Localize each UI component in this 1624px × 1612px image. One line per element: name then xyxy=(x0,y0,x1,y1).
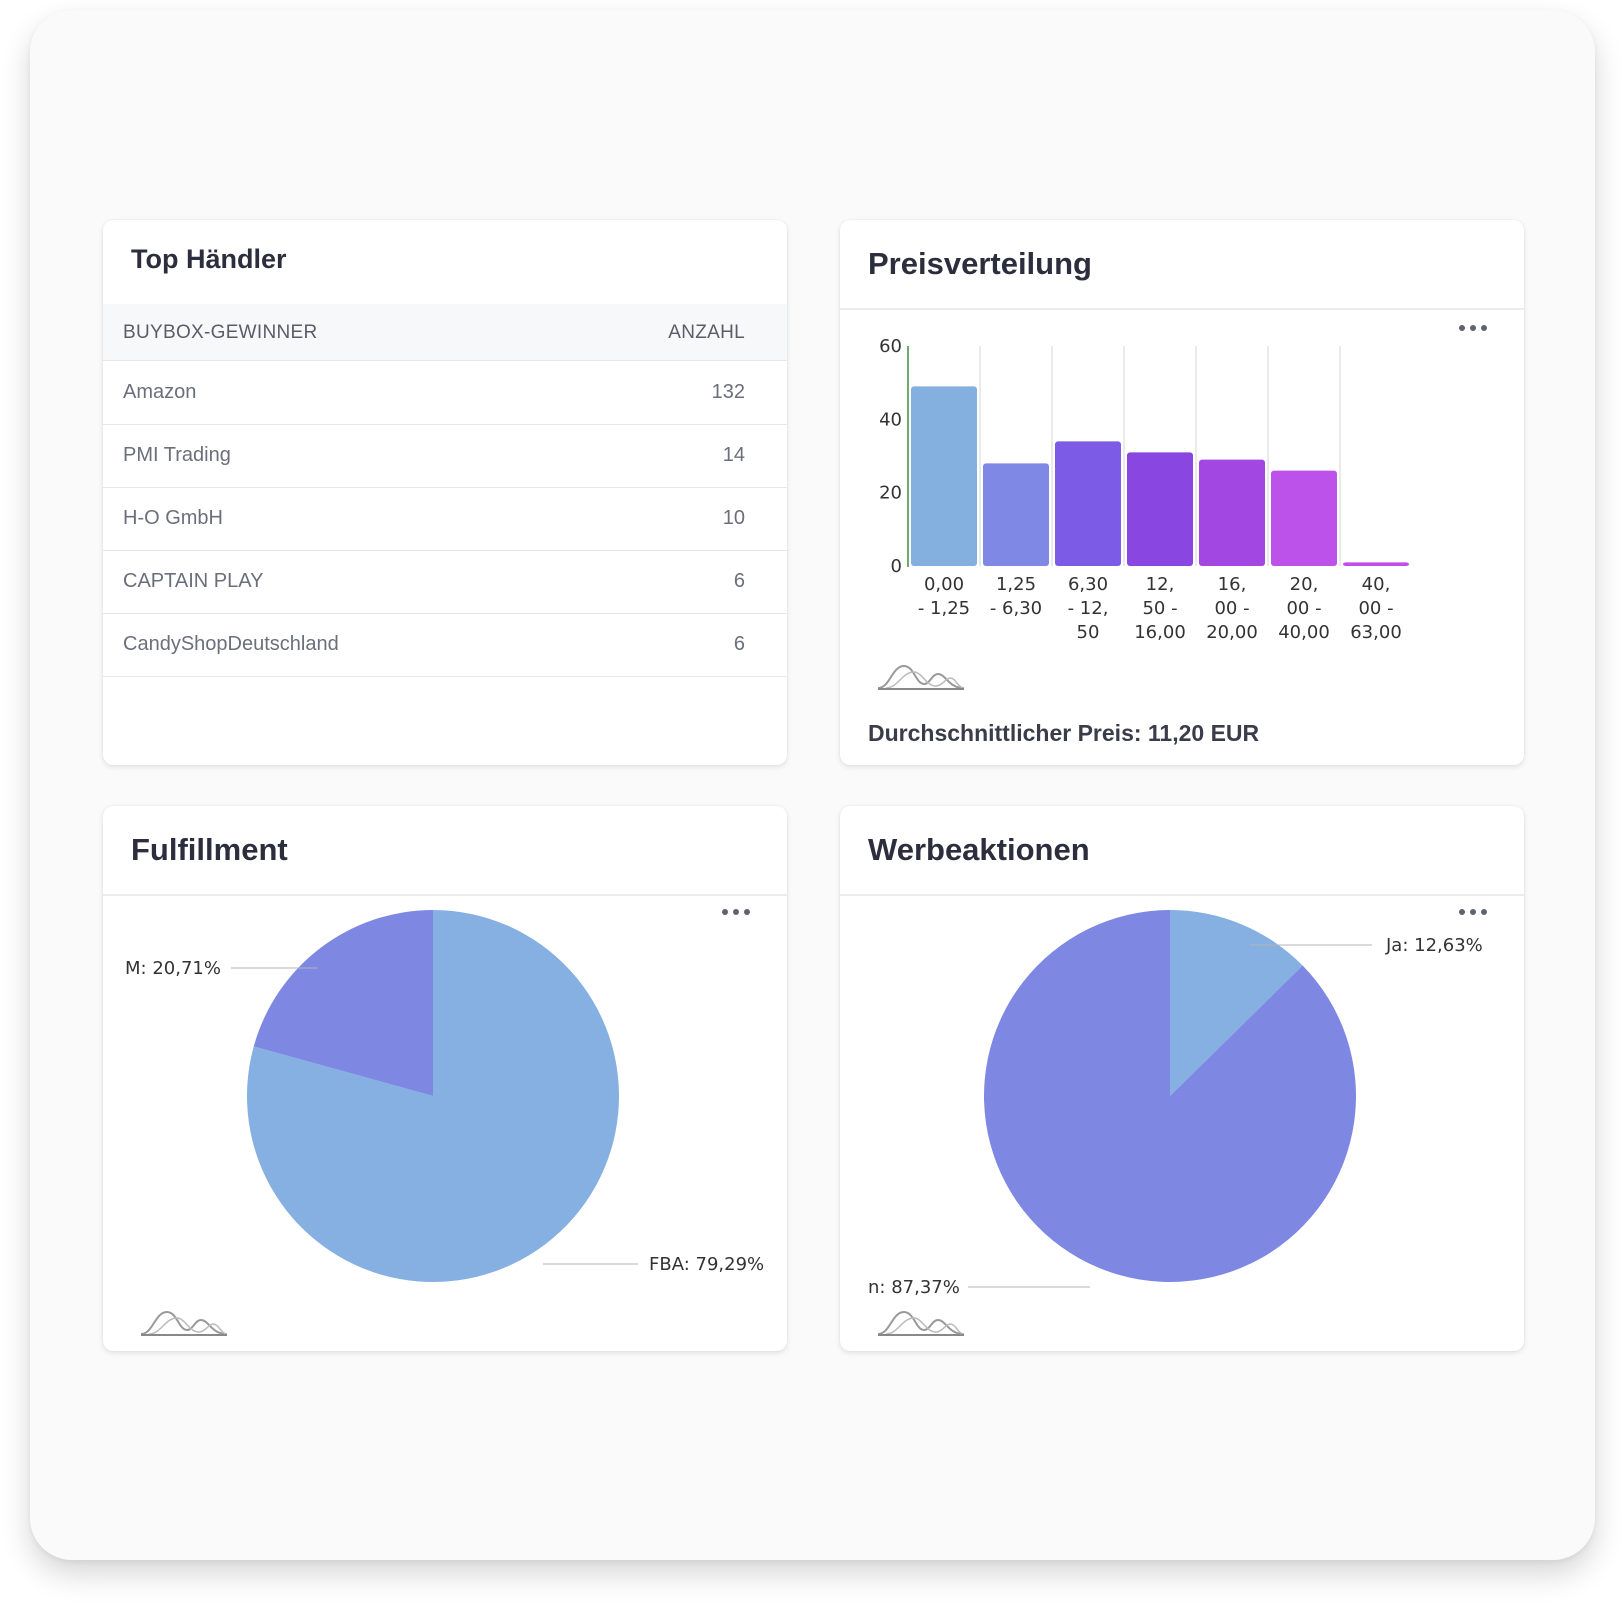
x-tick-label: 0,00 xyxy=(924,574,964,595)
x-tick-label: 40, xyxy=(1362,574,1391,595)
x-tick-label: 00 - xyxy=(1286,598,1321,619)
card-title: Fulfillment xyxy=(131,832,288,867)
average-price-text: Durchschnittlicher Preis: 11,20 EUR xyxy=(868,720,1260,746)
x-tick-label: 00 - xyxy=(1214,598,1249,619)
y-tick-label: 0 xyxy=(891,556,902,577)
merchant-name: Amazon xyxy=(123,381,197,403)
x-tick-label: 50 - xyxy=(1142,598,1177,619)
merchant-name: CandyShopDeutschland xyxy=(123,633,339,655)
merchant-name: CAPTAIN PLAY xyxy=(123,570,264,592)
slice-label: M: 20,71% xyxy=(125,958,221,979)
bar[interactable] xyxy=(1343,562,1409,566)
card-divider xyxy=(840,894,1524,896)
table-header: BUYBOX-GEWINNER ANZAHL xyxy=(103,304,787,361)
x-tick-label: 63,00 xyxy=(1350,622,1402,643)
merchant-count: 6 xyxy=(733,633,745,655)
x-tick-label: 16,00 xyxy=(1134,622,1186,643)
price-histogram-chart: 0 20 40 60 0,00 - 1,25 1,25 - 6,30 6,30 - 12, 50 12… xyxy=(879,336,1409,643)
chart-logo-icon xyxy=(140,1310,228,1336)
bar[interactable] xyxy=(1055,441,1121,566)
column-header-winner[interactable]: BUYBOX-GEWINNER xyxy=(123,322,318,343)
promotions-pie-chart: Ja: 12,63% n: 87,37% xyxy=(868,910,1483,1298)
table-row[interactable]: Amazon 132 xyxy=(103,361,787,425)
slice-label: Ja: 12,63% xyxy=(1385,935,1483,956)
y-tick-label: 20 xyxy=(879,483,902,504)
slice-label: FBA: 79,29% xyxy=(649,1254,764,1275)
fulfillment-card: Fulfillment FBA: 79,29% M: 20,71% xyxy=(103,806,787,1351)
x-tick-label: 12, xyxy=(1146,574,1175,595)
table-row[interactable]: PMI Trading 14 xyxy=(103,424,787,488)
card-title: Top Händler xyxy=(131,244,287,274)
bar[interactable] xyxy=(1199,459,1265,566)
x-tick-label: 6,30 xyxy=(1068,574,1108,595)
x-tick-label: - 12, xyxy=(1068,598,1109,619)
x-tick-label: - 6,30 xyxy=(990,598,1042,619)
merchant-count: 10 xyxy=(722,507,745,529)
pie-slice[interactable] xyxy=(983,910,1356,1282)
fulfillment-pie-chart: FBA: 79,29% M: 20,71% xyxy=(125,910,764,1282)
bar[interactable] xyxy=(983,463,1049,566)
x-tick-label: - 1,25 xyxy=(918,598,970,619)
more-options-icon[interactable] xyxy=(722,902,756,922)
column-header-count[interactable]: ANZAHL xyxy=(668,322,745,343)
x-tick-label: 00 - xyxy=(1358,598,1393,619)
more-options-icon[interactable] xyxy=(1459,318,1493,338)
x-tick-label: 1,25 xyxy=(996,574,1036,595)
merchant-name: PMI Trading xyxy=(123,444,231,466)
bar[interactable] xyxy=(1127,452,1193,566)
y-tick-label: 40 xyxy=(879,409,902,430)
slice-label: n: 87,37% xyxy=(868,1277,960,1298)
x-tick-label: 20, xyxy=(1290,574,1319,595)
card-title: Werbeaktionen xyxy=(868,832,1090,867)
table-row[interactable]: H-O GmbH 10 xyxy=(103,487,787,551)
bar[interactable] xyxy=(1271,470,1337,566)
table-row[interactable]: CandyShopDeutschland 6 xyxy=(103,613,787,677)
x-tick-label: 20,00 xyxy=(1206,622,1258,643)
chart-logo-icon xyxy=(877,664,965,690)
card-title: Preisverteilung xyxy=(868,246,1092,281)
card-divider xyxy=(840,308,1524,310)
top-merchants-card: Top Händler BUYBOX-GEWINNER ANZAHL Amazo… xyxy=(103,220,787,765)
merchant-count: 132 xyxy=(711,381,745,403)
chart-logo-icon xyxy=(877,1310,965,1336)
promotions-card: Werbeaktionen Ja: 12,63% n: 87,37% xyxy=(840,806,1524,1351)
x-tick-label: 50 xyxy=(1077,622,1100,643)
merchant-count: 6 xyxy=(733,570,745,592)
y-tick-label: 60 xyxy=(879,336,902,357)
card-divider xyxy=(103,894,787,896)
merchant-name: H-O GmbH xyxy=(123,507,223,529)
x-tick-label: 40,00 xyxy=(1278,622,1330,643)
price-distribution-card: Preisverteilung 0 20 40 60 0,00 - 1,25 1,25 - 6… xyxy=(840,220,1524,765)
merchant-count: 14 xyxy=(722,444,745,466)
pie-slice[interactable] xyxy=(253,910,433,1096)
x-tick-label: 16, xyxy=(1218,574,1247,595)
more-options-icon[interactable] xyxy=(1459,902,1493,922)
table-row[interactable]: CAPTAIN PLAY 6 xyxy=(103,550,787,614)
bar[interactable] xyxy=(911,386,977,566)
pie-slice[interactable] xyxy=(1170,910,1303,1096)
